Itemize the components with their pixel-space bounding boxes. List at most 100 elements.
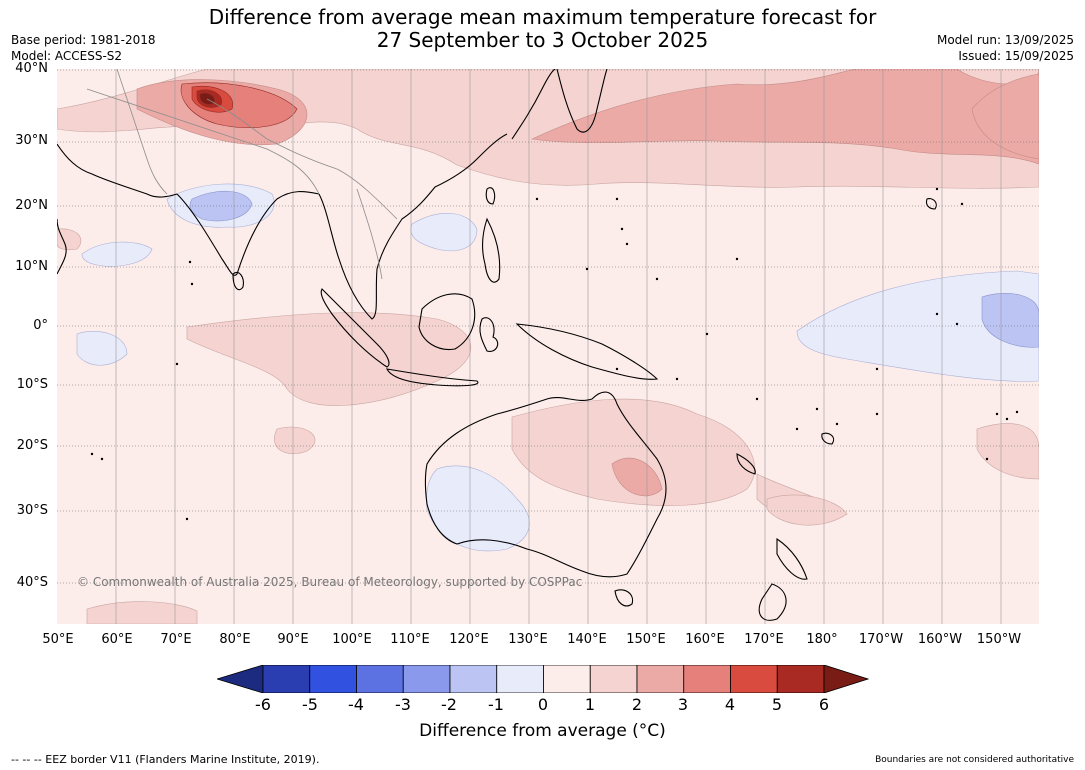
lon-label-80e: 80°E	[219, 632, 251, 647]
boundaries-disclaimer: Boundaries are not considered authoritat…	[875, 755, 1074, 765]
lon-label-120e: 120°E	[449, 632, 489, 647]
colorbar-cell	[636, 665, 685, 693]
colorbar-tick: 1	[584, 695, 596, 714]
model-run: Model run: 13/09/2025	[936, 33, 1074, 47]
coast-tasmania	[614, 589, 634, 607]
colorbar-tick: 0	[537, 695, 549, 714]
lon-label-70e: 70°E	[160, 632, 192, 647]
anomaly-indian-ocean-band	[186, 312, 472, 406]
issued-date: Issued: 15/09/2025	[958, 49, 1074, 63]
colorbar-cell	[683, 665, 731, 693]
colorbar-cell	[356, 665, 404, 693]
lat-label-10n: 10°N	[15, 259, 48, 274]
colorbar-tick: 5	[771, 695, 783, 714]
anomaly-western-australia	[426, 465, 530, 552]
map-title-line2: 27 September to 3 October 2025	[376, 28, 709, 52]
lon-label-150e: 150°E	[626, 632, 666, 647]
colorbar-tick: 4	[724, 695, 736, 714]
coast-australia	[424, 391, 667, 578]
lon-label-150w: 150°W	[976, 632, 1022, 647]
lat-label-40s: 40°S	[16, 575, 48, 590]
coast-hawaii	[925, 198, 937, 210]
lon-label-170e: 170°E	[744, 632, 784, 647]
colorbar-tick: -4	[348, 695, 364, 714]
coast-sri-lanka	[232, 271, 244, 291]
colorbar-tick: 6	[818, 695, 830, 714]
lon-label-90e: 90°E	[277, 632, 309, 647]
colorbar-cells	[217, 665, 869, 693]
anomaly-minus1-zones	[76, 183, 1039, 552]
lat-label-20n: 20°N	[15, 198, 48, 213]
anomaly-tasman	[766, 494, 848, 526]
anomaly-southern-ocean	[86, 601, 198, 624]
coast-india	[176, 191, 320, 276]
colorbar-tick: -1	[488, 695, 504, 714]
country-borders	[86, 69, 398, 280]
coast-java	[386, 368, 479, 387]
anomaly-hotspot	[180, 82, 298, 128]
lon-label-160e: 160°E	[685, 632, 725, 647]
coast-new-zealand-north	[776, 537, 808, 580]
anomaly-indian-south	[274, 426, 316, 455]
lon-label-180: 180°	[806, 632, 838, 647]
meta-left: Base period: 1981-2018 Model: ACCESS-S2	[11, 32, 156, 64]
lat-label-20s: 20°S	[16, 438, 48, 453]
anomaly-australia	[511, 398, 755, 506]
colorbar-cell	[309, 665, 357, 693]
lon-label-130e: 130°E	[508, 632, 548, 647]
coast-new-zealand-south	[758, 583, 787, 621]
islands	[90, 187, 1019, 521]
colorbar-arrow-high	[823, 665, 869, 693]
colorbar-tick: 3	[677, 695, 689, 714]
lon-label-100e: 100°E	[332, 632, 372, 647]
map-panel	[57, 69, 1039, 624]
anomaly-queensland	[611, 457, 663, 497]
map-title-line1: Difference from average mean maximum tem…	[208, 5, 877, 29]
colorbar-cell	[496, 665, 544, 693]
colorbar-tick: -5	[302, 695, 318, 714]
lat-label-30n: 30°N	[15, 133, 48, 148]
anomaly-west-indian	[76, 331, 128, 366]
lon-label-170w: 170°W	[858, 632, 904, 647]
lon-label-60e: 60°E	[101, 632, 133, 647]
coast-arabia	[57, 143, 178, 198]
anomaly-minus2-zones	[189, 190, 1039, 348]
coast-africa-east	[57, 218, 67, 275]
anomaly-south-pacific-east	[976, 423, 1039, 480]
colorbar-tick: -6	[255, 695, 271, 714]
anomaly-minus2-east-pacific	[981, 293, 1039, 348]
colorbar-tick: 2	[631, 695, 643, 714]
copyright-notice: © Commonwealth of Australia 2025, Bureau…	[77, 575, 583, 589]
coast-borneo	[418, 293, 476, 351]
map-graticule	[57, 69, 1039, 624]
colorbar-cell	[402, 665, 451, 693]
anomaly-arabian-sea-cool	[81, 241, 153, 267]
colorbar-cell	[776, 665, 825, 693]
lon-label-50e: 50°E	[42, 632, 74, 647]
anomaly-north-pacific	[530, 69, 1039, 165]
colorbar-cell	[589, 665, 638, 693]
anomaly-ne-pacific	[971, 73, 1039, 160]
coastlines	[57, 69, 937, 621]
coast-fiji	[821, 432, 835, 445]
colorbar-cell	[262, 665, 311, 693]
meta-right: Model run: 13/09/2025 Issued: 15/09/2025	[937, 32, 1074, 64]
colorbar-arrow-low	[217, 665, 264, 693]
anomaly-minus2-india	[189, 190, 253, 222]
eez-border-note: -- -- -- EEZ border V11 (Flanders Marine…	[11, 753, 320, 766]
colorbar	[217, 665, 869, 693]
anomaly-south-china-sea	[410, 213, 478, 252]
lon-label-110e: 110°E	[390, 632, 430, 647]
coast-japan	[511, 69, 556, 140]
anomaly-map	[57, 69, 1039, 624]
colorbar-tick: -2	[441, 695, 457, 714]
coast-mainland-se-asia	[318, 133, 508, 320]
colorbar-label: Difference from average (°C)	[419, 721, 666, 741]
coast-sulawesi	[479, 317, 499, 352]
lat-label-0: 0°	[33, 318, 48, 333]
colorbar-tick: -3	[395, 695, 411, 714]
base-period: Base period: 1981-2018	[11, 33, 156, 47]
coast-new-caledonia	[736, 453, 756, 475]
lat-label-40n: 40°N	[15, 61, 48, 76]
colorbar-cell	[543, 665, 591, 693]
